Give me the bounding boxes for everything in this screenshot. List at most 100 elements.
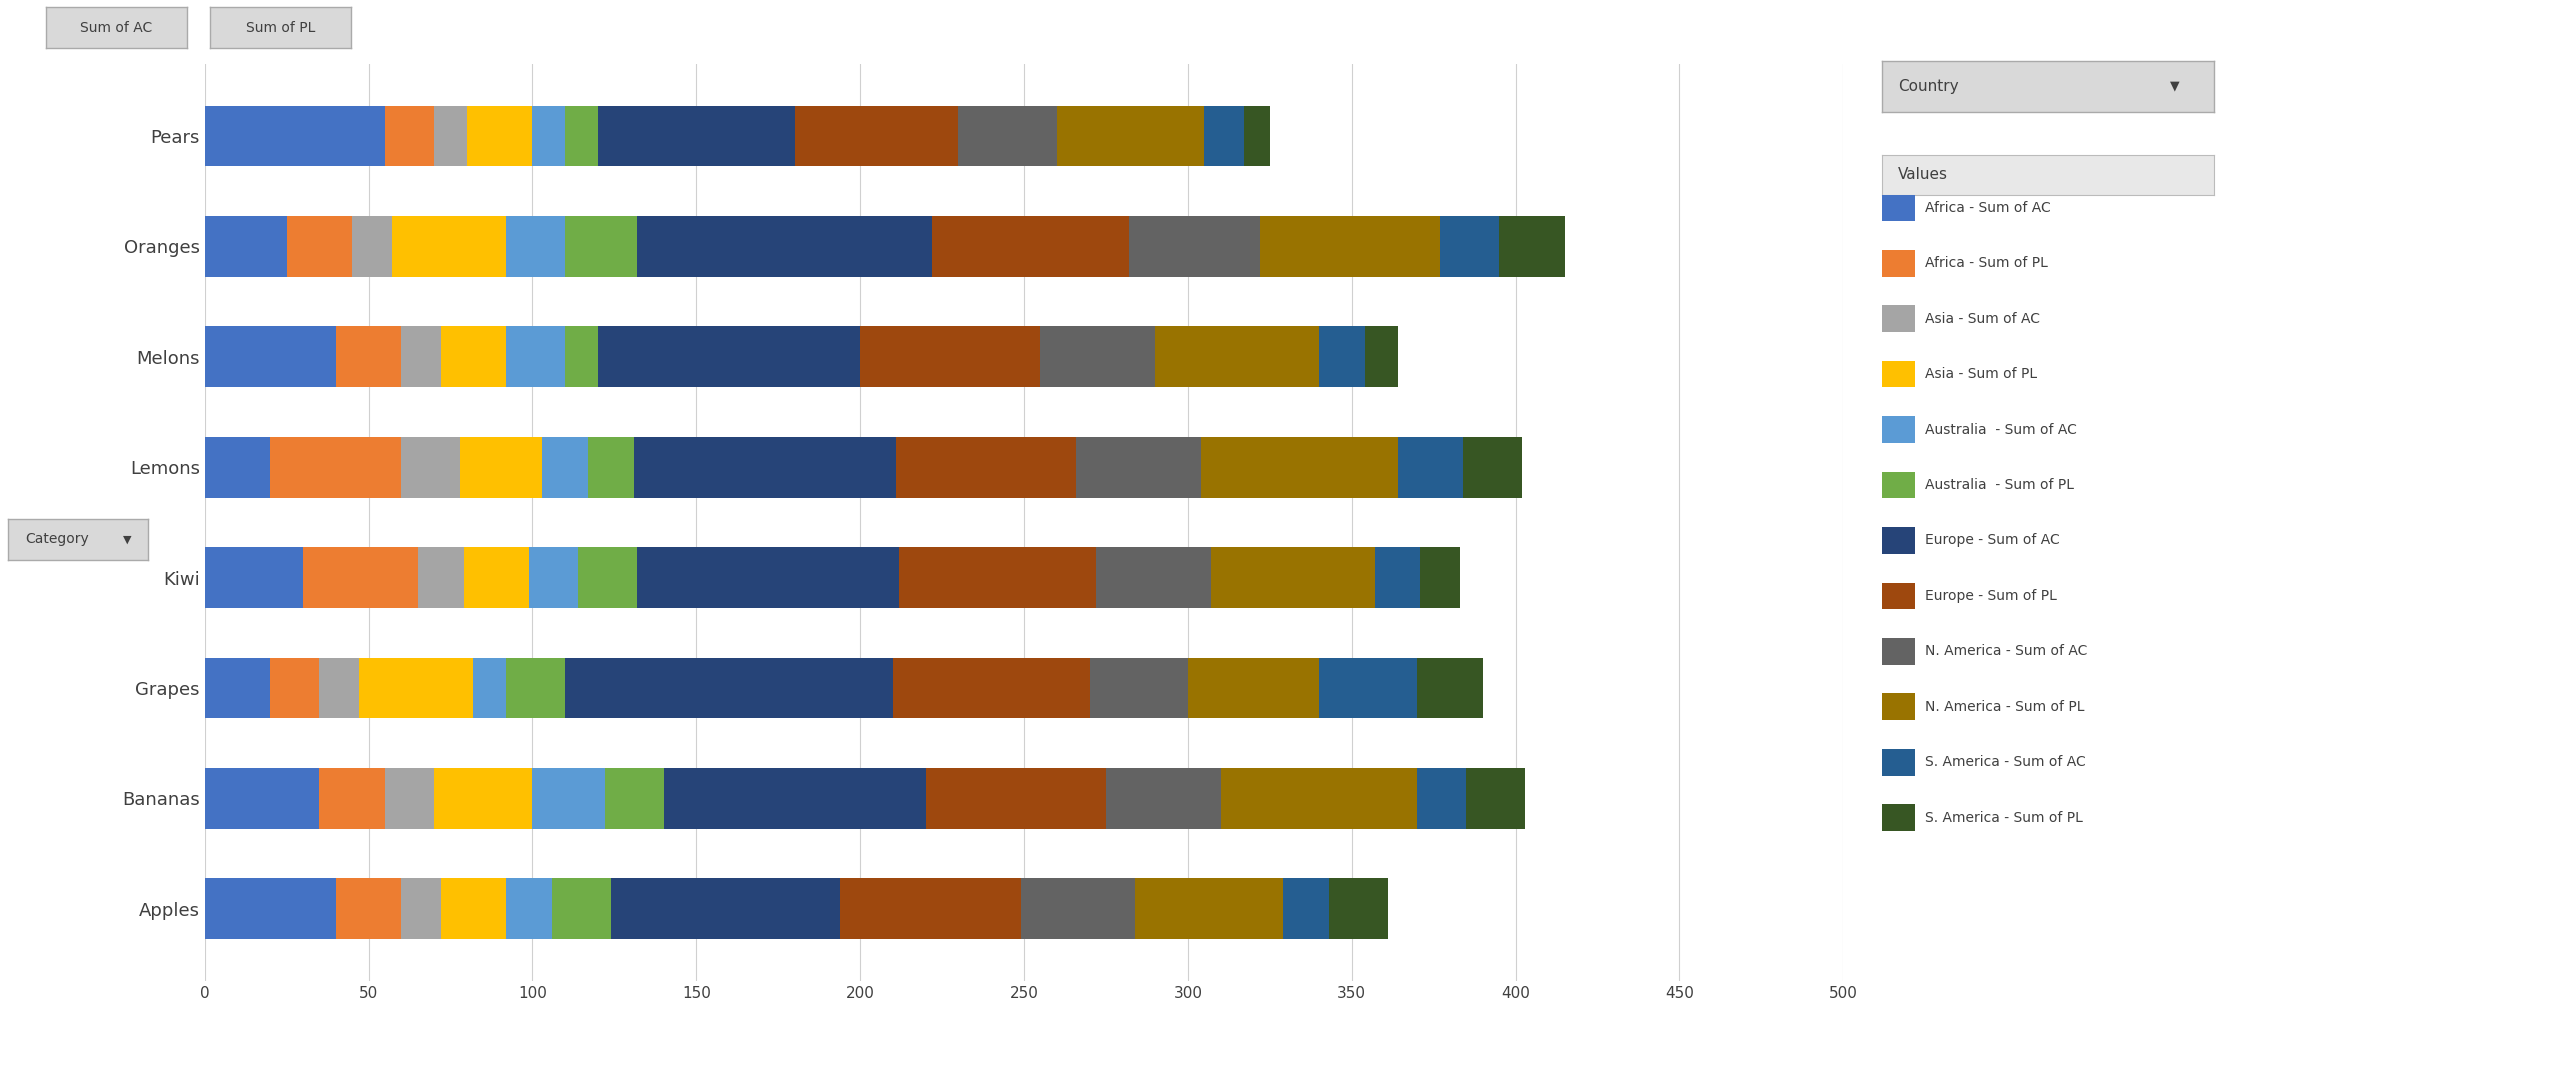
Bar — [1260, 216, 1441, 277]
Bar — [507, 658, 566, 718]
Bar — [271, 437, 402, 498]
Bar — [1418, 658, 1482, 718]
Bar — [532, 106, 566, 166]
Text: Category: Category — [26, 532, 90, 547]
Bar — [417, 547, 463, 608]
Text: Sum of AC: Sum of AC — [79, 20, 154, 35]
Bar — [358, 658, 474, 718]
Text: Europe - Sum of AC: Europe - Sum of AC — [1925, 533, 2061, 548]
Bar — [402, 326, 440, 387]
Bar — [335, 878, 402, 939]
Bar — [1211, 547, 1375, 608]
Bar — [1129, 216, 1260, 277]
Text: Africa - Sum of PL: Africa - Sum of PL — [1925, 256, 2048, 271]
Bar — [1057, 106, 1203, 166]
Bar — [553, 878, 612, 939]
Bar — [599, 326, 860, 387]
Bar — [435, 106, 466, 166]
Text: Country: Country — [1900, 79, 1958, 94]
Bar — [402, 437, 461, 498]
Bar — [637, 547, 899, 608]
Bar — [287, 216, 353, 277]
Bar — [1318, 658, 1418, 718]
Bar — [1464, 437, 1523, 498]
Bar — [566, 658, 893, 718]
Bar — [860, 326, 1039, 387]
Bar — [543, 437, 589, 498]
Bar — [335, 326, 402, 387]
Bar — [392, 216, 507, 277]
Bar — [532, 768, 604, 828]
Text: Africa - Sum of AC: Africa - Sum of AC — [1925, 200, 2051, 215]
Bar — [435, 768, 532, 828]
Bar — [957, 106, 1057, 166]
Bar — [1155, 326, 1318, 387]
Bar — [566, 106, 599, 166]
Bar — [205, 768, 320, 828]
Bar — [507, 216, 566, 277]
Bar — [1188, 658, 1318, 718]
Bar — [1398, 437, 1464, 498]
Bar — [663, 768, 927, 828]
Bar — [1091, 658, 1188, 718]
Text: Asia - Sum of AC: Asia - Sum of AC — [1925, 311, 2040, 326]
Bar — [205, 437, 271, 498]
Bar — [353, 216, 392, 277]
Bar — [1500, 216, 1564, 277]
Bar — [384, 768, 435, 828]
Bar — [635, 437, 896, 498]
Bar — [474, 658, 507, 718]
Bar — [463, 547, 530, 608]
Bar — [1075, 437, 1201, 498]
Bar — [1221, 768, 1418, 828]
Text: Sum of PL: Sum of PL — [246, 20, 315, 35]
Text: N. America - Sum of PL: N. America - Sum of PL — [1925, 699, 2084, 714]
Bar — [1375, 547, 1421, 608]
Bar — [932, 216, 1129, 277]
Bar — [1096, 547, 1211, 608]
Bar — [466, 106, 532, 166]
Text: Asia - Sum of PL: Asia - Sum of PL — [1925, 367, 2038, 382]
Bar — [612, 878, 840, 939]
Text: ▼: ▼ — [2171, 80, 2179, 93]
Bar — [896, 437, 1075, 498]
Bar — [440, 326, 507, 387]
Bar — [302, 547, 417, 608]
Bar — [1364, 326, 1398, 387]
Bar — [1039, 326, 1155, 387]
Text: ▼: ▼ — [123, 534, 131, 545]
Bar — [579, 547, 637, 608]
Bar — [1318, 326, 1364, 387]
Text: Values: Values — [1900, 167, 1948, 182]
Bar — [840, 878, 1021, 939]
Bar — [530, 547, 579, 608]
Bar — [599, 106, 794, 166]
Bar — [205, 106, 384, 166]
Bar — [271, 658, 320, 718]
Bar — [566, 326, 599, 387]
Bar — [507, 326, 566, 387]
Bar — [1283, 878, 1329, 939]
Bar — [320, 768, 384, 828]
Bar — [440, 878, 507, 939]
Bar — [637, 216, 932, 277]
Bar — [1421, 547, 1459, 608]
Text: Europe - Sum of PL: Europe - Sum of PL — [1925, 588, 2058, 603]
Bar — [205, 878, 335, 939]
Bar — [1244, 106, 1270, 166]
Bar — [604, 768, 663, 828]
Bar — [205, 547, 302, 608]
Bar — [1203, 106, 1244, 166]
Bar — [402, 878, 440, 939]
Bar — [1418, 768, 1467, 828]
Bar — [205, 326, 335, 387]
Bar — [461, 437, 543, 498]
Bar — [1467, 768, 1526, 828]
Bar — [384, 106, 435, 166]
Text: S. America - Sum of PL: S. America - Sum of PL — [1925, 810, 2084, 825]
Bar — [1441, 216, 1500, 277]
Bar — [1201, 437, 1398, 498]
Bar — [205, 216, 287, 277]
Bar — [205, 658, 271, 718]
Bar — [320, 658, 358, 718]
